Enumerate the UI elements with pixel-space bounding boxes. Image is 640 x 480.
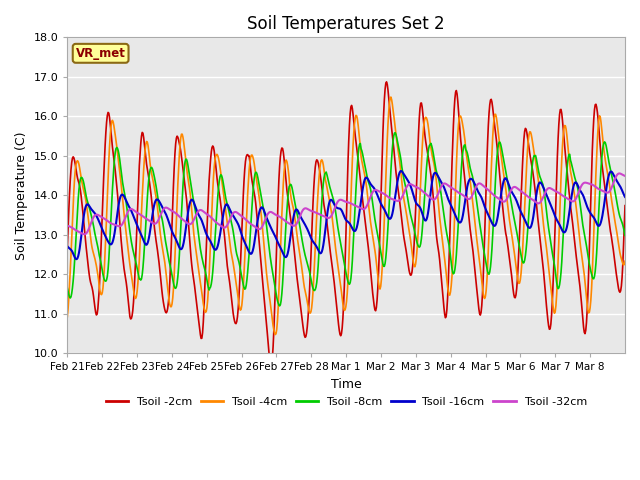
Tsoil -16cm xyxy=(260,207,268,213)
Tsoil -4cm xyxy=(232,275,239,280)
Line: Tsoil -16cm: Tsoil -16cm xyxy=(67,171,625,259)
Tsoil -16cm xyxy=(621,194,629,200)
Tsoil -8cm xyxy=(392,130,399,136)
Tsoil -8cm xyxy=(259,203,267,209)
Title: Soil Temperatures Set 2: Soil Temperatures Set 2 xyxy=(247,15,445,33)
X-axis label: Time: Time xyxy=(331,378,362,391)
Tsoil -32cm xyxy=(281,218,289,224)
Tsoil -4cm xyxy=(405,227,413,233)
Tsoil -32cm xyxy=(260,221,268,227)
Tsoil -16cm xyxy=(72,256,80,262)
Tsoil -2cm xyxy=(259,282,267,288)
Tsoil -8cm xyxy=(281,243,289,249)
Tsoil -8cm xyxy=(276,303,284,309)
Tsoil -8cm xyxy=(405,204,413,210)
Tsoil -2cm xyxy=(232,321,239,326)
Tsoil -16cm xyxy=(281,254,289,260)
Tsoil -16cm xyxy=(232,217,240,223)
Line: Tsoil -4cm: Tsoil -4cm xyxy=(67,97,625,335)
Legend: Tsoil -2cm, Tsoil -4cm, Tsoil -8cm, Tsoil -16cm, Tsoil -32cm: Tsoil -2cm, Tsoil -4cm, Tsoil -8cm, Tsoi… xyxy=(101,392,591,411)
Tsoil -32cm xyxy=(621,173,629,179)
Tsoil -8cm xyxy=(63,285,71,291)
Tsoil -4cm xyxy=(271,332,279,337)
Tsoil -2cm xyxy=(129,308,136,313)
Line: Tsoil -8cm: Tsoil -8cm xyxy=(67,133,625,306)
Tsoil -32cm xyxy=(436,187,444,193)
Tsoil -2cm xyxy=(405,267,413,273)
Tsoil -4cm xyxy=(281,162,289,168)
Tsoil -2cm xyxy=(621,203,629,208)
Tsoil -4cm xyxy=(436,220,444,226)
Tsoil -4cm xyxy=(63,314,71,320)
Tsoil -4cm xyxy=(129,282,136,288)
Tsoil -16cm xyxy=(405,180,413,186)
Tsoil -4cm xyxy=(259,230,267,236)
Tsoil -32cm xyxy=(63,223,71,228)
Tsoil -16cm xyxy=(130,214,138,219)
Text: VR_met: VR_met xyxy=(76,47,125,60)
Tsoil -32cm xyxy=(615,170,623,176)
Tsoil -32cm xyxy=(80,231,88,237)
Tsoil -2cm xyxy=(267,363,275,369)
Tsoil -2cm xyxy=(436,264,444,270)
Tsoil -32cm xyxy=(130,207,138,213)
Tsoil -2cm xyxy=(281,163,289,169)
Tsoil -32cm xyxy=(404,182,412,188)
Tsoil -16cm xyxy=(397,168,405,174)
Tsoil -16cm xyxy=(63,243,71,249)
Tsoil -16cm xyxy=(436,178,444,183)
Tsoil -32cm xyxy=(232,209,240,215)
Tsoil -8cm xyxy=(232,243,239,249)
Tsoil -8cm xyxy=(436,186,444,192)
Tsoil -2cm xyxy=(63,245,71,251)
Y-axis label: Soil Temperature (C): Soil Temperature (C) xyxy=(15,131,28,260)
Tsoil -4cm xyxy=(621,258,629,264)
Line: Tsoil -32cm: Tsoil -32cm xyxy=(67,173,625,234)
Tsoil -8cm xyxy=(129,246,136,252)
Tsoil -4cm xyxy=(387,94,395,100)
Line: Tsoil -2cm: Tsoil -2cm xyxy=(67,82,625,366)
Tsoil -8cm xyxy=(621,232,629,238)
Tsoil -2cm xyxy=(383,79,390,84)
